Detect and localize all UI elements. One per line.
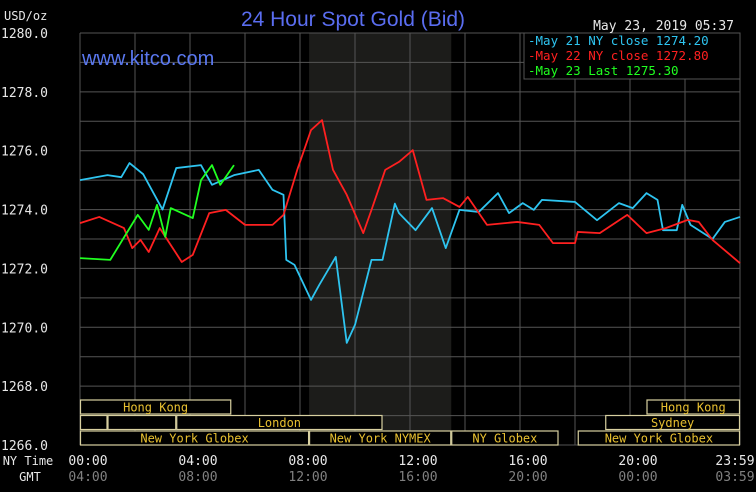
y-tick-label: 1274.0: [1, 204, 48, 219]
session-box: [605, 414, 741, 431]
x-tick-label: 20:00: [618, 454, 657, 469]
session-label: NY Globex: [472, 432, 537, 446]
session-box: [176, 414, 383, 431]
session-label: New York Globex: [140, 432, 248, 446]
x-tick-label: 12:00: [288, 470, 327, 485]
series-line-2: [79, 119, 741, 264]
y-tick-label: 1276.0: [1, 145, 48, 160]
timestamp: May 23, 2019 05:37: [593, 19, 734, 34]
session-label: Hong Kong: [661, 401, 726, 415]
y-tick-label: 1268.0: [1, 380, 48, 395]
x-tick-label: 00:00: [618, 470, 657, 485]
session-box: [107, 414, 177, 431]
chart-title: 24 Hour Spot Gold (Bid): [241, 8, 465, 31]
watermark: www.kitco.com: [81, 48, 214, 70]
x-tick-label: 12:00: [398, 454, 437, 469]
session-box: [646, 399, 741, 415]
legend-entry: -May 22 NY close 1272.80: [528, 48, 709, 63]
session-box: [577, 430, 741, 446]
session-box: [79, 430, 310, 446]
series-line-1: [79, 162, 741, 344]
legend-entry: -May 23 Last 1275.30: [528, 63, 679, 78]
x-tick-label: 00:00: [68, 454, 107, 469]
x-tick-label: 08:00: [288, 454, 327, 469]
session-box: [308, 430, 452, 446]
y-tick-label: 1266.0: [1, 439, 48, 454]
session-label: New York NYMEX: [330, 432, 432, 446]
x-tick-label: 16:00: [398, 470, 437, 485]
y-tick-label: 1272.0: [1, 262, 48, 277]
session-box: [79, 414, 108, 431]
y-axis-unit: USD/oz: [4, 9, 47, 23]
x-tick-label: 08:00: [178, 470, 217, 485]
x-tick-label: 23:59: [715, 454, 754, 469]
session-label: Sydney: [651, 416, 694, 430]
session-label: Hong Kong: [123, 401, 188, 415]
session-box: [79, 399, 232, 415]
y-tick-label: 1280.0: [1, 27, 48, 42]
x-tick-label: 04:00: [68, 470, 107, 485]
series-line-3: [79, 164, 235, 261]
x-axis-row-label: NY Time: [3, 454, 54, 468]
legend-box: [523, 32, 741, 80]
session-label: New York Globex: [605, 432, 713, 446]
x-tick-label: 20:00: [508, 470, 547, 485]
legend-entry: -May 21 NY close 1274.20: [528, 33, 709, 48]
session-label: London: [258, 416, 301, 430]
y-tick-label: 1278.0: [1, 86, 48, 101]
x-tick-label: 16:00: [508, 454, 547, 469]
session-box: [451, 430, 559, 446]
x-tick-label: 03:59: [715, 470, 754, 485]
x-tick-label: 04:00: [178, 454, 217, 469]
x-axis-row-label: GMT: [19, 470, 41, 484]
y-tick-label: 1270.0: [1, 321, 48, 336]
